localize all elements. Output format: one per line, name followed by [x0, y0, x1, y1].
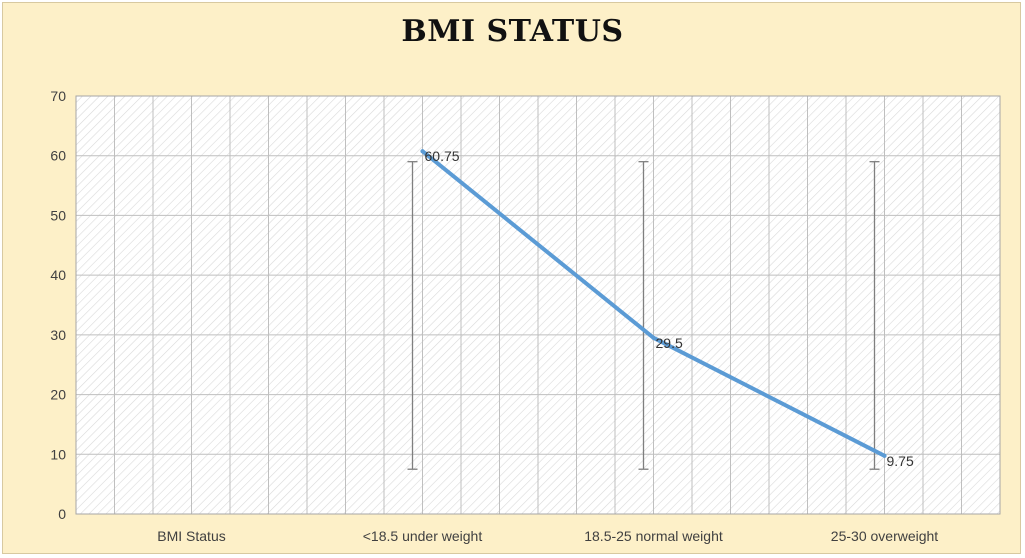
- y-tick-label: 30: [50, 327, 66, 343]
- y-tick-label: 0: [58, 506, 66, 522]
- plot-border: [75, 95, 1001, 515]
- data-label: 9.75: [887, 453, 914, 469]
- y-tick-label: 40: [50, 267, 66, 283]
- data-label: 29.5: [656, 335, 683, 351]
- x-tick-label: 25-30 overweight: [831, 528, 939, 544]
- x-tick-label: <18.5 under weight: [363, 528, 483, 544]
- y-tick-label: 70: [50, 88, 66, 104]
- x-tick-label: BMI Status: [157, 528, 225, 544]
- y-tick-label: 10: [50, 446, 66, 462]
- y-tick-label: 20: [50, 387, 66, 403]
- chart-title: BMI STATUS: [401, 14, 624, 49]
- data-point: [882, 453, 887, 458]
- x-tick-label: 18.5-25 normal weight: [584, 528, 723, 544]
- data-label: 60.75: [425, 148, 460, 164]
- data-point: [651, 335, 656, 340]
- y-tick-label: 50: [50, 207, 66, 223]
- y-tick-label: 60: [50, 148, 66, 164]
- data-point: [420, 149, 425, 154]
